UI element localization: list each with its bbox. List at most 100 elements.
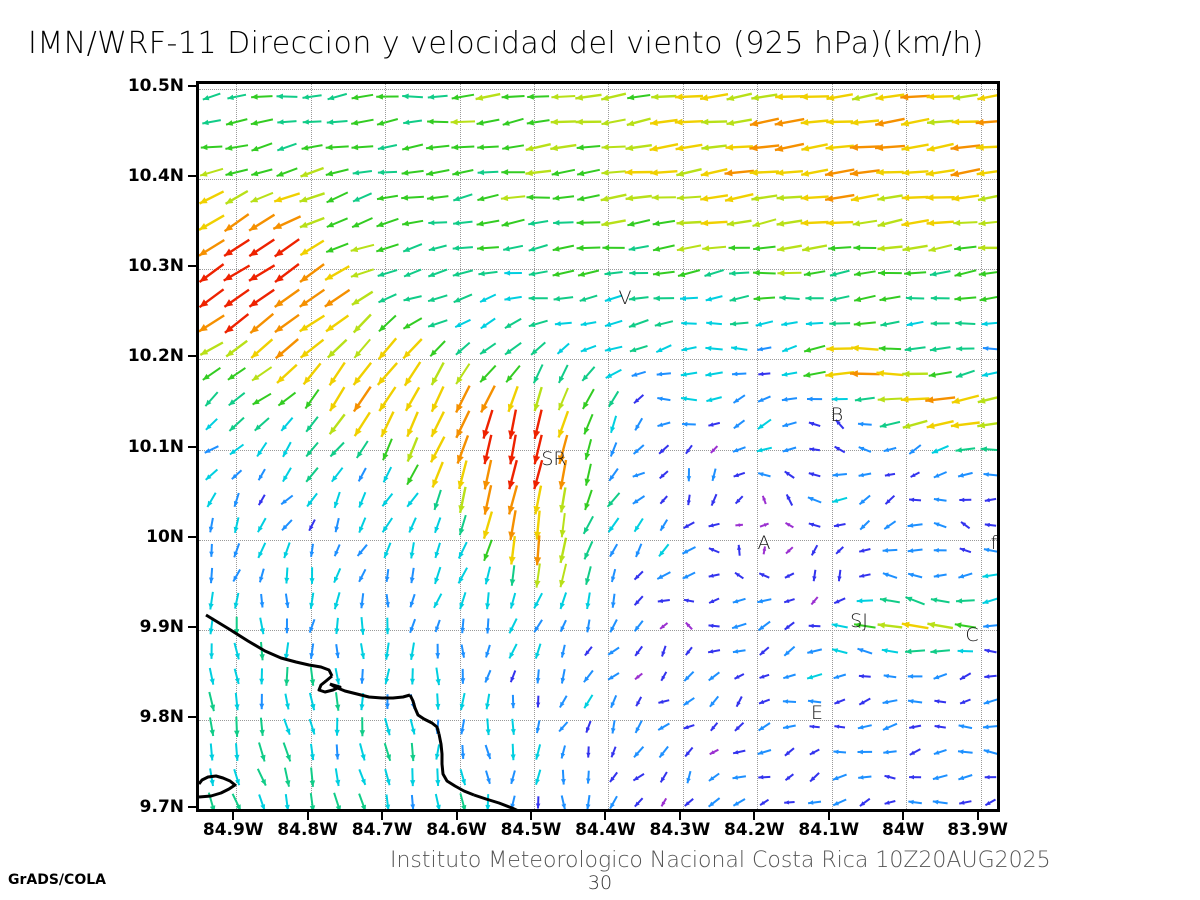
wind-vector-arrow [284,693,290,710]
wind-vector-arrow [501,93,525,100]
wind-vector-arrow [309,592,315,609]
wind-vector-arrow [832,472,847,478]
wind-vector-arrow [550,118,576,126]
wind-vector-arrow [482,409,494,439]
wind-vector-arrow [252,392,272,406]
wind-vector-arrow [534,643,542,659]
wind-vector-arrow [459,692,466,711]
wind-vector-arrow [299,239,325,257]
wind-vector-arrow [209,567,214,584]
x-axis-tick-mark [604,812,607,820]
wind-vector-arrow [561,769,566,785]
wind-vector-arrow [580,344,597,353]
wind-vector-arrow [429,340,446,357]
wind-vector-arrow [952,93,978,101]
wind-vector-arrow [299,288,326,308]
wind-vector-arrow [878,270,902,277]
wind-vector-arrow [429,436,446,463]
wind-vector-arrow [301,144,323,151]
wind-vector-arrow [528,244,548,252]
wind-vector-arrow [378,293,397,304]
wind-vector-arrow [682,571,696,580]
wind-vector-arrow [384,768,391,786]
y-axis-tick-label: 9.9N [139,616,184,637]
wind-vector-arrow [883,749,897,755]
wind-vector-arrow [857,749,873,755]
wind-vector-arrow [477,193,499,202]
wind-vector-arrow [707,797,721,808]
wind-vector-arrow [508,434,517,465]
wind-vector-arrow [812,569,817,582]
wind-vector-arrow [752,269,776,276]
wind-vector-arrow [809,447,821,452]
wind-vector-arrow [334,692,341,711]
wind-vector-arrow [957,749,973,755]
wind-vector-arrow [477,144,499,151]
wind-vector-arrow [858,472,872,478]
wind-vector-arrow [353,338,371,359]
wind-vector-arrow [634,645,644,657]
wind-vector-arrow [480,317,496,330]
wind-vector-arrow [879,597,900,604]
wind-vector-arrow [527,93,550,100]
wind-vector-arrow [359,593,365,609]
wind-vector-arrow [683,724,695,730]
wind-vector-arrow [552,244,575,252]
wind-vector-arrow [729,270,750,277]
x-axis-tick-label: 83.9W [947,820,1009,840]
wind-vector-arrow [403,295,422,302]
wind-vector-arrow [430,411,445,438]
wind-vector-arrow [451,93,475,101]
wind-vector-arrow [451,144,475,151]
wind-vector-arrow [251,142,273,152]
wind-vector-arrow [358,769,367,786]
wind-vector-arrow [433,593,443,609]
wind-vector-arrow [258,568,265,583]
wind-vector-arrow [758,775,771,780]
wind-vector-arrow [357,467,367,482]
wind-vector-arrow [726,219,752,227]
wind-vector-arrow [759,673,770,679]
wind-vector-arrow [849,143,880,151]
wind-vector-arrow [425,169,450,177]
wind-vector-arrow [458,486,467,514]
wind-vector-arrow [404,386,421,412]
wind-vector-arrow [533,592,543,609]
wind-vector-arrow [699,93,729,101]
wind-vector-arrow [958,572,973,579]
wind-vector-arrow [831,623,848,629]
wind-vector-arrow [434,542,441,559]
y-axis-tick-mark [188,625,196,628]
wind-vector-arrow [276,363,298,384]
wind-vector-arrow [356,544,368,557]
wind-vector-arrow [681,320,697,326]
wind-vector-arrow [626,117,651,127]
wind-vector-arrow [680,371,698,377]
wind-vector-arrow [934,699,947,704]
wind-vector-arrow [532,459,544,490]
wind-vector-arrow [233,668,240,685]
wind-vector-arrow [479,364,497,383]
wind-vector-arrow [352,386,372,413]
wind-vector-arrow [358,491,367,508]
wind-vector-arrow [535,796,541,809]
wind-vector-arrow [434,566,442,585]
wind-vector-arrow [909,497,922,502]
y-axis-tick-label: 10.3N [127,256,184,276]
wind-vector-arrow [510,743,516,761]
wind-vector-arrow [532,364,544,384]
grads-credit: GrADS/COLA [8,872,106,888]
wind-vector-arrow [533,434,543,465]
x-axis-tick-mark [827,812,830,820]
wind-vector-arrow [977,396,997,404]
city-label-sj: SJ [850,610,868,632]
wind-vector-arrow [984,522,997,528]
wind-vector-arrow [352,313,372,334]
wind-vector-arrow [680,396,698,402]
wind-vector-arrow [558,434,569,465]
wind-vector-arrow [929,270,951,277]
wind-vector-arrow [708,522,720,528]
wind-vector-arrow [730,345,748,351]
wind-vector-arrow [552,269,575,277]
wind-vector-arrow [274,288,300,308]
